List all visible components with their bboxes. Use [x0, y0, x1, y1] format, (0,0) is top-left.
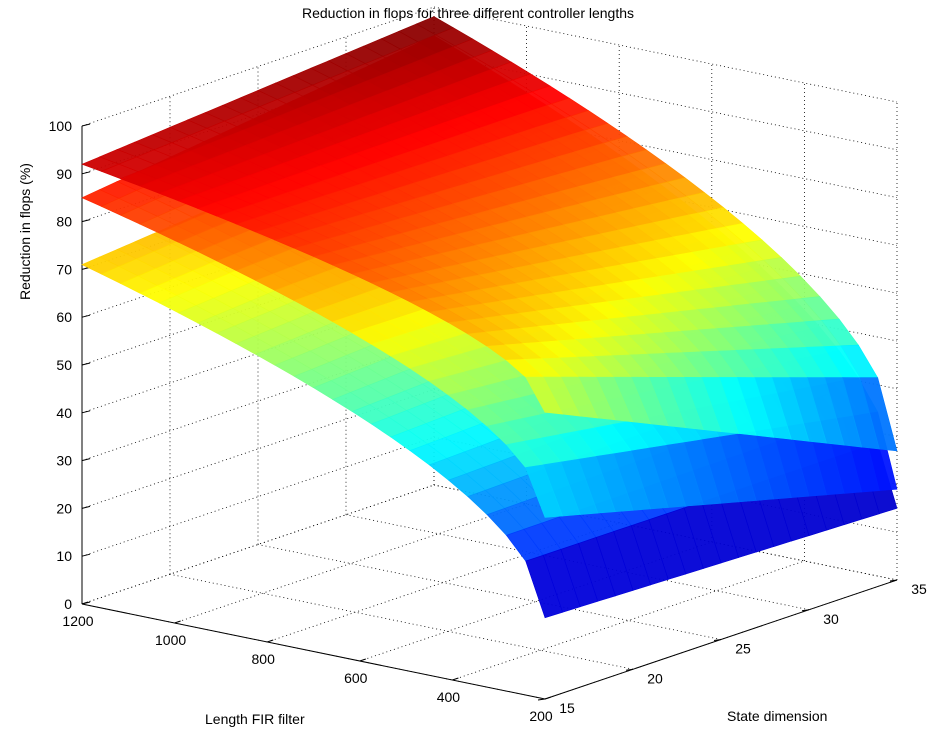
axes-box: [81, 123, 898, 701]
y-tick-label: 25: [735, 641, 751, 657]
surface-facet: [525, 464, 564, 518]
surface-3: [81, 16, 898, 452]
x-tick-label: 400: [437, 689, 461, 705]
x-tick-label: 1200: [62, 613, 93, 629]
y-tick-label: 20: [647, 670, 663, 686]
z-tick-label: 90: [56, 166, 72, 182]
z-axis-label: Reduction in flops (%): [17, 163, 33, 300]
z-tick-label: 20: [56, 500, 72, 516]
y-axis-label: State dimension: [727, 708, 828, 724]
z-tick-label: 30: [56, 453, 72, 469]
y-tick-label: 15: [559, 700, 575, 716]
chart-title: Reduction in flops for three different c…: [301, 5, 635, 21]
x-tick-label: 200: [529, 708, 553, 724]
surface-facet: [525, 554, 563, 619]
x-tick-label: 600: [344, 670, 368, 686]
y-tick-label: 30: [823, 611, 839, 627]
z-tick-label: 40: [56, 405, 72, 421]
x-tick-label: 800: [252, 651, 276, 667]
x-tick-label: 1000: [155, 632, 186, 648]
z-tick-label: 80: [56, 214, 72, 230]
z-tick-label: 0: [64, 596, 72, 612]
y-tick-label: 35: [911, 581, 927, 597]
z-tick-label: 50: [56, 357, 72, 373]
tick-labels: 0 10 20 30 40 50 60 70 80 90 100 1200 1000 800 600 400 2…: [49, 118, 927, 724]
z-tick-label: 70: [56, 261, 72, 277]
z-tick-label: 100: [49, 118, 73, 134]
surfaces: [81, 16, 898, 619]
x-axis-label: Length FIR filter: [205, 711, 305, 727]
surface-facet: [525, 376, 564, 415]
z-tick-label: 60: [56, 309, 72, 325]
z-tick-label: 10: [56, 548, 72, 564]
